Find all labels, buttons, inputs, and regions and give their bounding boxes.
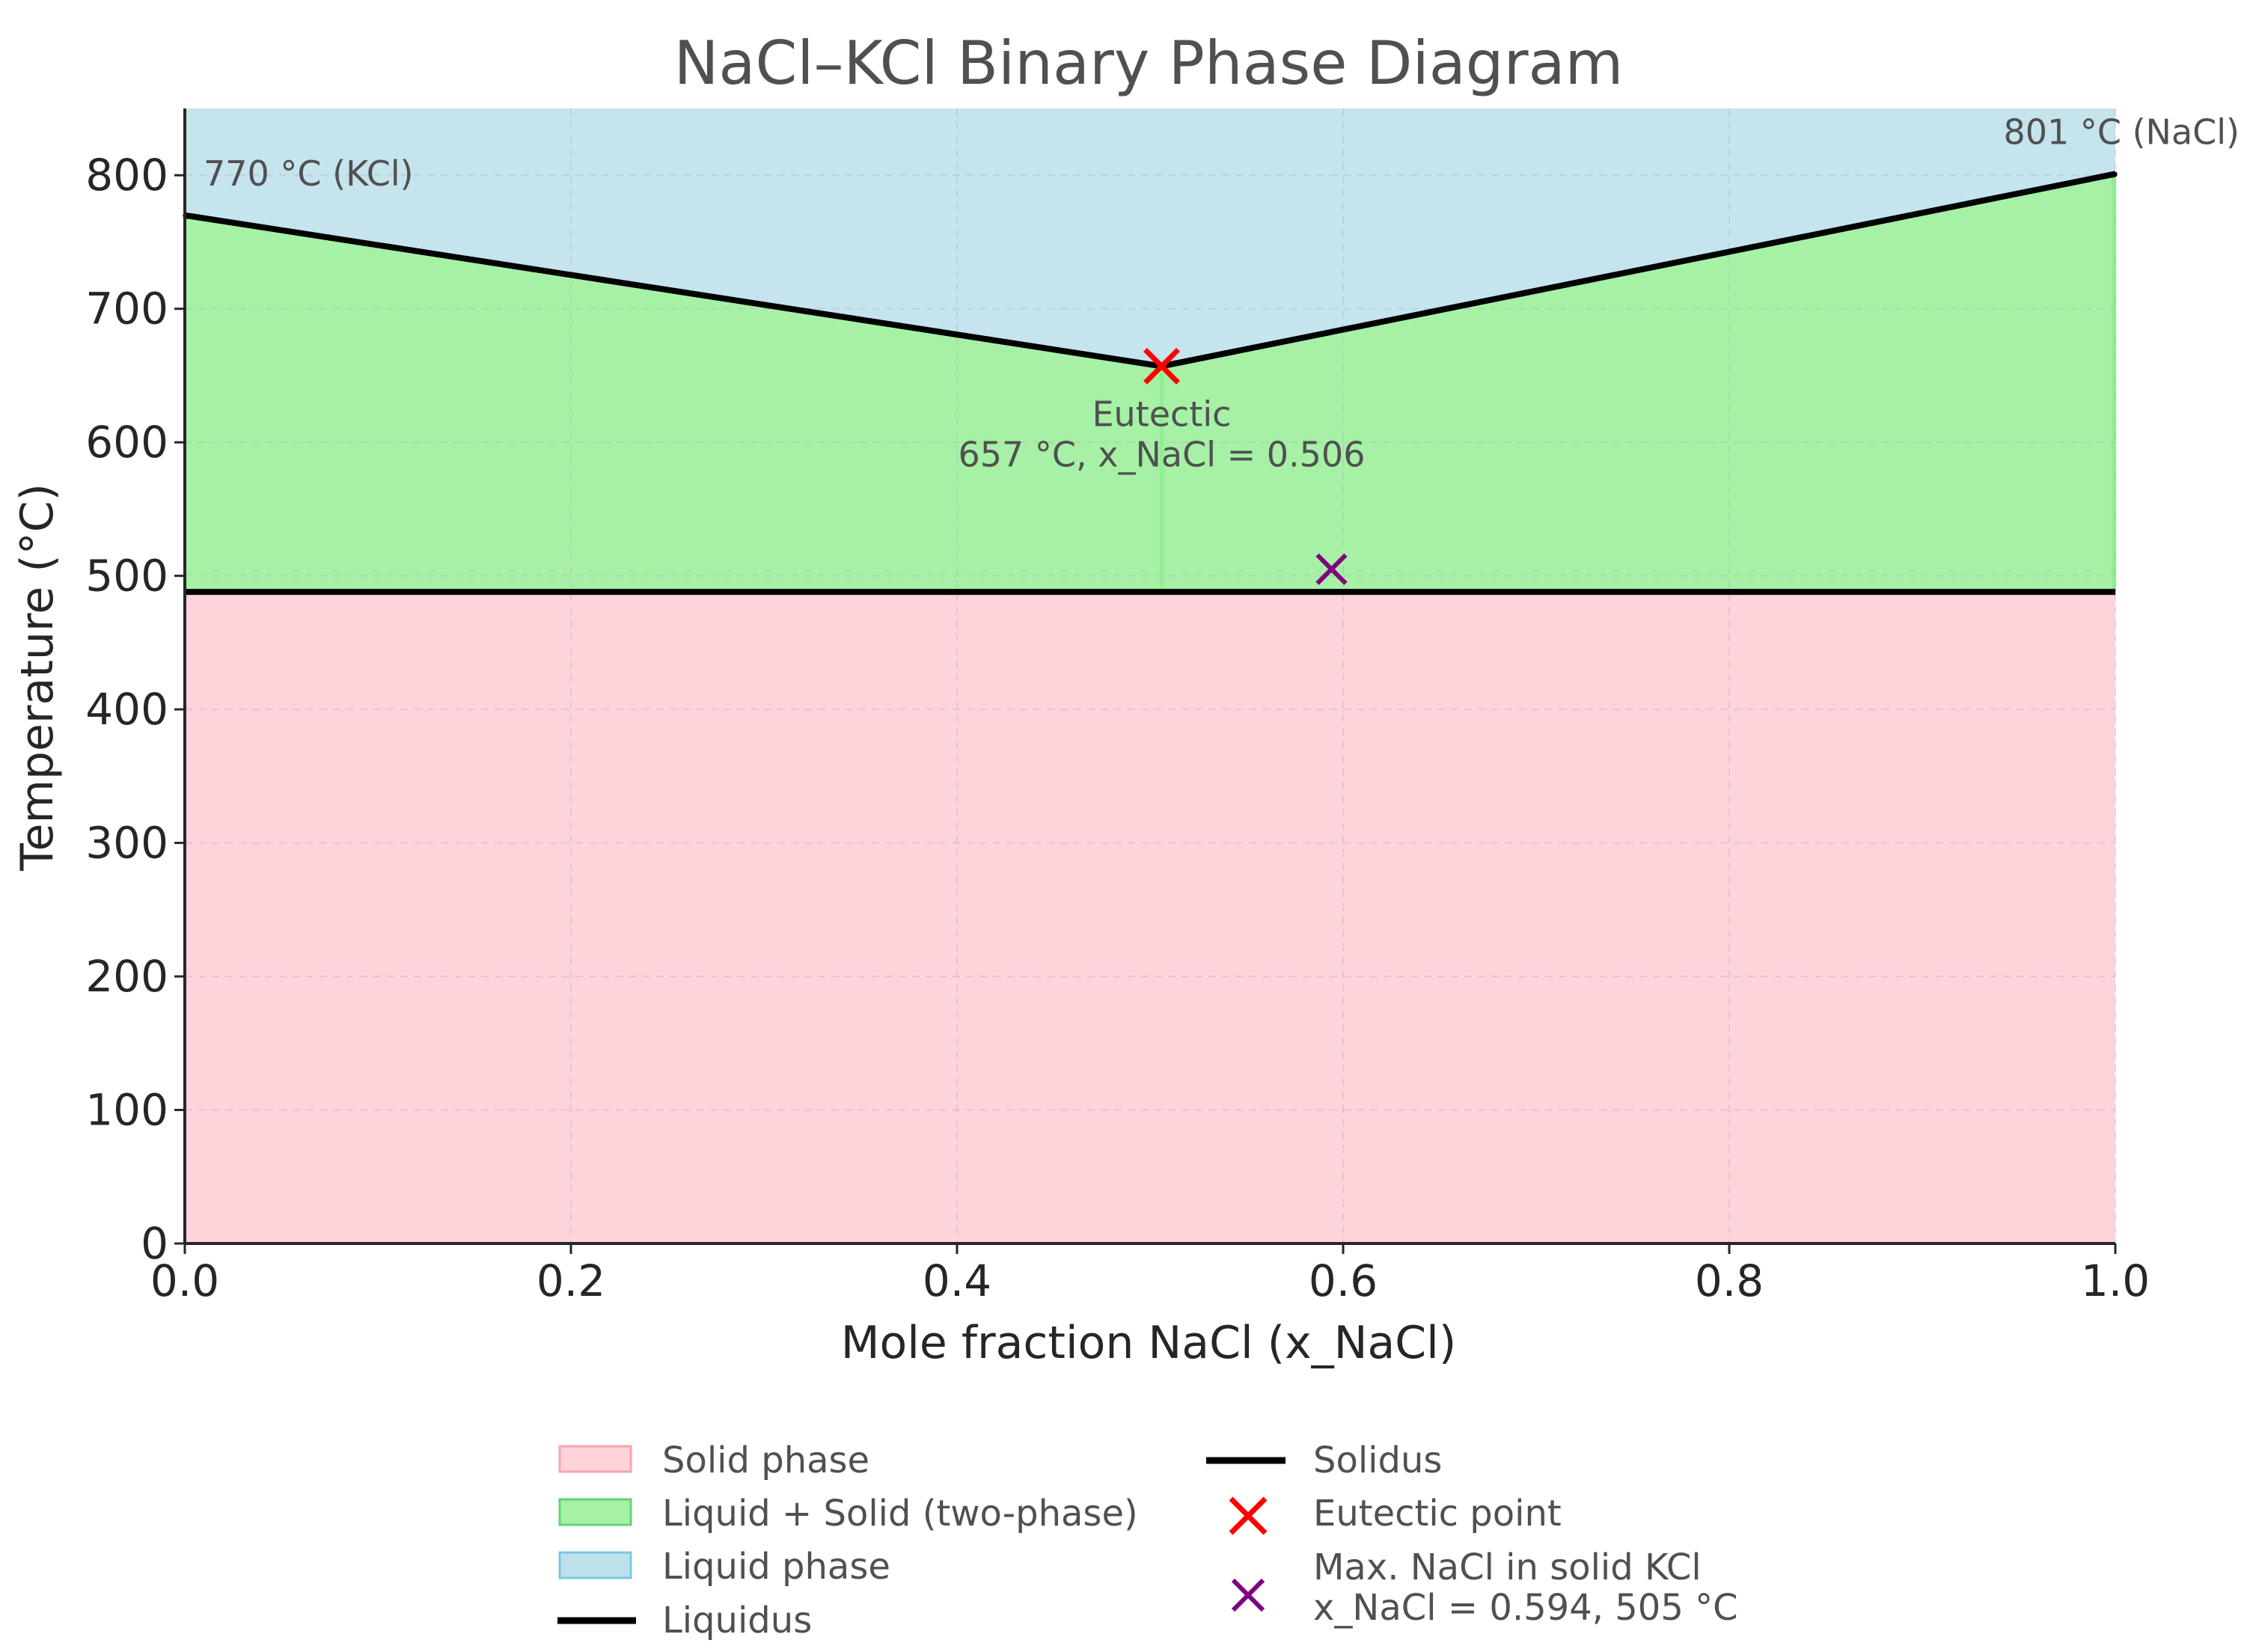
x-axis-label: Mole fraction NaCl (x_NaCl) <box>841 1317 1457 1369</box>
legend-swatch-liquid-phase <box>558 1551 632 1579</box>
x-tick-label: 0.0 <box>150 1255 219 1306</box>
y-tick-label: 0 <box>141 1218 168 1269</box>
region-two-phase <box>185 174 2115 593</box>
nacl-melting-label: 801 °C (NaCl) <box>2003 111 2240 152</box>
region-liquid-phase <box>185 108 2115 367</box>
y-tick-label: 300 <box>85 818 168 869</box>
legend-label-liquid-phase: Liquid phase <box>662 1546 890 1588</box>
eutectic-x-stroke <box>1143 347 1180 385</box>
legend-swatch-two-phase <box>558 1498 632 1526</box>
legend-marker-max-nacl <box>1231 1578 1265 1612</box>
region-solid-phase <box>185 592 2115 1243</box>
y-axis-label: Temperature (°C) <box>11 483 64 872</box>
nacl-arrow <box>2100 174 2117 180</box>
max-nacl-x-stroke <box>1315 553 1348 585</box>
x-tick-label: 1.0 <box>2081 1255 2150 1306</box>
x-tick-label: 0.4 <box>923 1255 991 1306</box>
eutectic-detail-label: 657 °C, x_NaCl = 0.506 <box>958 434 1365 474</box>
legend-label-two-phase: Liquid + Solid (two-phase) <box>662 1493 1138 1535</box>
y-tick-label: 700 <box>85 284 168 334</box>
x-tick-label: 0.6 <box>1309 1255 1378 1306</box>
y-tick-label: 100 <box>85 1085 168 1136</box>
x-tick-label: 0.2 <box>537 1255 605 1306</box>
eutectic-label: Eutectic <box>1092 394 1231 434</box>
legend-marker-eutectic <box>1229 1496 1268 1535</box>
y-tick-label: 400 <box>85 684 168 735</box>
legend-swatch-solid-phase <box>558 1445 632 1473</box>
chart-title: NaCl–KCl Binary Phase Diagram <box>674 28 1624 98</box>
legend-label-solidus: Solidus <box>1313 1440 1442 1481</box>
kcl-melting-label: 770 °C (KCl) <box>204 153 414 194</box>
legend-label-solid-phase: Solid phase <box>662 1440 869 1481</box>
y-tick-label: 600 <box>85 417 168 468</box>
y-tick-label: 500 <box>85 551 168 602</box>
legend-label-liquidus: Liquidus <box>662 1600 812 1642</box>
legend: Solid phase Liquid + Solid (two-phase) L… <box>557 1440 1738 1642</box>
eutectic-point-marker <box>1143 347 1180 385</box>
y-tick-label: 200 <box>85 951 168 1002</box>
y-tick-label: 800 <box>85 150 168 201</box>
legend-label-eutectic: Eutectic point <box>1313 1493 1562 1535</box>
legend-label-max-nacl: Max. NaCl in solid KCl <box>1313 1547 1702 1588</box>
x-tick-label: 0.8 <box>1695 1255 1764 1306</box>
max-nacl-point-marker <box>1315 553 1348 585</box>
legend-label-max-nacl-detail: x_NaCl = 0.594, 505 °C <box>1313 1587 1738 1629</box>
